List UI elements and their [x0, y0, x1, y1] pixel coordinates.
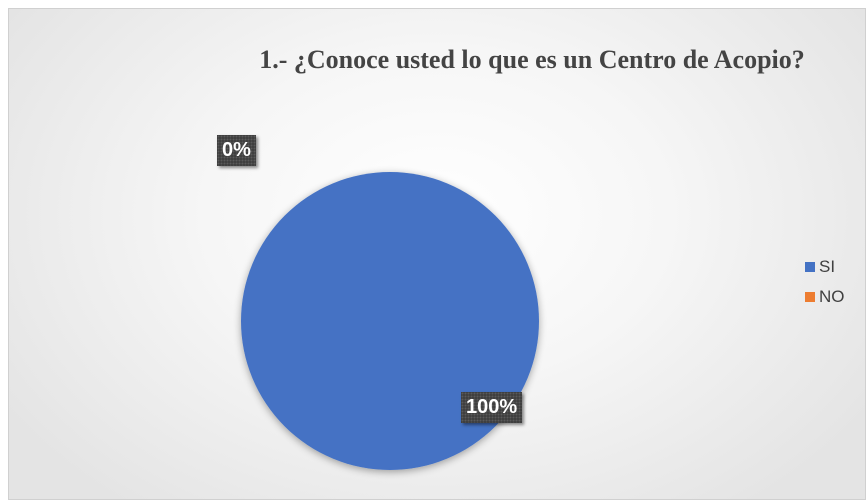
chart-title: 1.- ¿Conoce usted lo que es un Centro de…	[259, 45, 805, 74]
legend-item-si: SI	[805, 257, 845, 277]
data-label-no: 0%	[217, 135, 256, 166]
legend: SI NO	[805, 257, 845, 317]
pie-chart	[241, 172, 539, 470]
data-label-si: 100%	[461, 392, 523, 423]
legend-label-si: SI	[819, 257, 836, 276]
legend-swatch-si	[805, 262, 815, 272]
legend-label-no: NO	[819, 287, 845, 306]
legend-item-no: NO	[805, 287, 845, 307]
pie-slice-si	[241, 172, 539, 470]
legend-swatch-no	[805, 292, 815, 302]
chart-area: 1.- ¿Conoce usted lo que es un Centro de…	[8, 8, 866, 500]
